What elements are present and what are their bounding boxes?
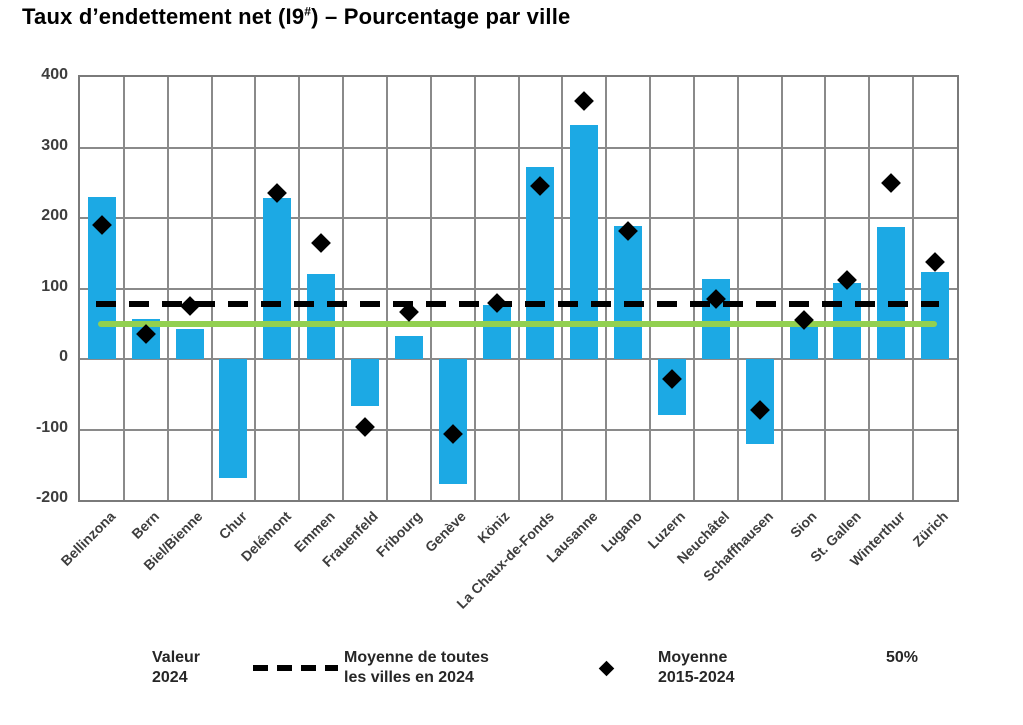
x-axis-category-label: Köniz [474, 508, 513, 547]
legend-label-moyenne-2015-2024: Moyenne 2015-2024 [658, 648, 735, 688]
legend-swatch-50pct [795, 665, 883, 671]
legend-label-line: Valeur [152, 649, 201, 666]
legend-label-line: Moyenne de toutes [344, 649, 489, 666]
legend-label-line: les villes en 2024 [344, 669, 474, 686]
v-gridline [298, 77, 301, 500]
diamond-marker [574, 91, 595, 111]
v-gridline [254, 77, 257, 500]
bar [614, 225, 643, 359]
chart-title: Taux d’endettement net (I9#) – Pourcenta… [22, 4, 570, 30]
bar [570, 124, 599, 359]
y-axis-tick-label: 100 [41, 277, 68, 295]
v-gridline [517, 77, 520, 500]
diamond-marker [925, 252, 945, 273]
x-axis-category-label: Chur [215, 508, 250, 543]
y-axis-tick-label: -200 [35, 489, 68, 506]
x-axis-category-label: Bern [128, 508, 163, 542]
y-axis-tick-label: -100 [35, 418, 68, 436]
x-axis-category-label: Sion [787, 508, 820, 541]
bar [877, 227, 906, 359]
bar [175, 329, 204, 359]
v-gridline [912, 77, 915, 500]
legend: Valeur 2024 Moyenne de toutes les villes… [0, 648, 1023, 708]
legend-label-moyenne-villes: Moyenne de toutes les villes en 2024 [344, 648, 489, 688]
chart-title-text: Taux d’endettement net (I9 [22, 4, 305, 29]
v-gridline [868, 77, 871, 500]
x-axis-category-label: Luzern [644, 508, 689, 552]
x-axis: Bellinzona Bern Biel/Bienne Chur Delémont Emm… [57, 500, 955, 640]
bar [789, 325, 818, 359]
v-gridline [429, 77, 432, 500]
bar [307, 274, 336, 359]
legend-label-line: Moyenne [658, 649, 728, 666]
bar [482, 305, 511, 359]
x-axis-category-label: Lugano [597, 508, 645, 556]
v-gridline [649, 77, 652, 500]
v-gridline [166, 77, 169, 500]
x-axis-category-label: Fribourg [373, 508, 426, 561]
v-gridline [210, 77, 213, 500]
legend-swatch-moyenne-villes [253, 665, 338, 671]
diamond-marker [881, 172, 902, 193]
v-gridline [780, 77, 783, 500]
x-axis-category-label: Bellinzona [57, 508, 119, 569]
bar [351, 359, 380, 406]
y-axis-tick-label: 400 [41, 66, 68, 83]
diamond-marker [179, 296, 200, 317]
dashed-mean-line [96, 301, 939, 307]
v-gridline [736, 77, 739, 500]
legend-label-50pct: 50% [886, 648, 918, 668]
v-gridline [385, 77, 388, 500]
legend-label-valeur-2024: Valeur 2024 [152, 648, 200, 688]
chart-title-suffix: ) – Pourcentage par ville [311, 4, 571, 29]
y-axis-tick-label: 0 [59, 348, 68, 365]
v-gridline [473, 77, 476, 500]
legend-label-line: 2015-2024 [658, 669, 735, 686]
v-gridline [122, 77, 125, 500]
plot-area [78, 75, 959, 502]
bar [263, 197, 292, 359]
chart-title-superscript: # [304, 4, 312, 19]
y-axis-tick-label: 300 [41, 136, 68, 154]
bar [219, 359, 248, 479]
legend-swatch-valeur-2024 [62, 661, 146, 674]
x-axis-category-label: Genève [421, 508, 470, 556]
diamond-marker [355, 416, 375, 437]
fifty-percent-line [98, 320, 937, 327]
legend-label-line: 50% [886, 649, 919, 666]
v-gridline [605, 77, 608, 500]
legend-swatch-moyenne-2015-2024 [598, 660, 615, 677]
bar [394, 336, 423, 359]
v-gridline [692, 77, 695, 500]
bar [438, 359, 467, 484]
v-gridline [824, 77, 827, 500]
y-axis: 400 300 200 100 0 -100 -200 [0, 67, 78, 506]
y-axis-tick-label: 200 [41, 207, 68, 224]
v-gridline [561, 77, 564, 500]
v-gridline [342, 77, 345, 500]
diamond-marker [311, 232, 332, 253]
legend-label-line: 2024 [152, 669, 188, 686]
bar [526, 166, 555, 359]
bar [921, 271, 950, 359]
x-axis-category-label: Zürich [909, 508, 952, 550]
